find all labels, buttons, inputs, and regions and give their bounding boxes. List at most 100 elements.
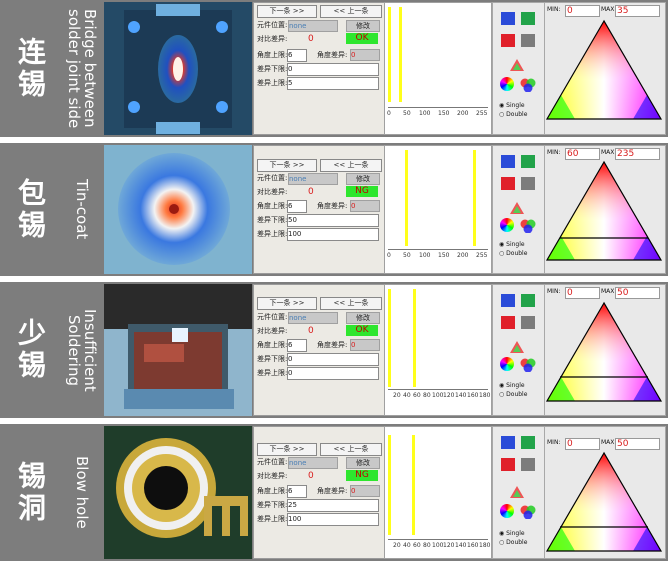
angle-upper-input[interactable]: 6 [287,49,307,62]
color-triangle-icon[interactable] [510,338,524,357]
diff-lower-slider[interactable]: 25 [287,499,379,512]
swatch-blue[interactable] [501,294,515,307]
angle-diff-label: 角度差异: [317,487,348,495]
inspection-image [104,2,252,135]
row-tin-coat: 包锡 Tin-coat 下一条 >> << 上一条 元件位置: none 修改 … [0,143,668,276]
min-input[interactable]: 60 [565,148,600,160]
diff-upper-slider[interactable]: 0 [287,367,379,380]
swatch-gray[interactable] [521,316,535,329]
color-range-panel: MIN: 0 MAX: 35 [544,2,666,135]
position-label: 元件位置: [257,174,288,182]
swatch-red[interactable] [501,458,515,471]
max-input[interactable]: 50 [615,287,660,299]
diff-upper-slider[interactable]: 5 [287,77,379,90]
histogram: 0 50 100 150 200 255 [384,2,492,135]
diff-lower-slider[interactable]: 50 [287,214,379,227]
next-button[interactable]: 下一条 >> [257,159,317,172]
swatch-green[interactable] [521,436,535,449]
label-en: Tin-coat [73,179,91,240]
label-en: Blow hole [73,456,91,529]
radio-single[interactable]: ◉ Single [499,241,525,248]
label-zh: 连锡 [14,36,47,101]
modify-button[interactable]: 修改 [346,312,380,324]
swatch-blue[interactable] [501,155,515,168]
radio-double[interactable]: ○ Double [499,250,528,257]
diff-label: 对比差异: [257,472,288,480]
radio-single[interactable]: ◉ Single [499,102,525,109]
prev-button[interactable]: << 上一条 [320,159,382,172]
color-wheel-icon[interactable] [500,504,514,518]
swatch-red[interactable] [501,316,515,329]
radio-double[interactable]: ○ Double [499,111,528,118]
max-input[interactable]: 50 [615,438,660,450]
radio-double[interactable]: ○ Double [499,539,528,546]
swatch-red[interactable] [501,34,515,47]
rgb-circles-icon[interactable] [520,218,536,237]
rgb-circles-icon[interactable] [520,504,536,523]
angle-upper-label: 角度上限: [257,202,288,210]
diff-lower-slider[interactable]: 0 [287,63,379,76]
modify-button[interactable]: 修改 [346,457,380,469]
color-wheel-icon[interactable] [500,218,514,232]
diff-upper-label: 差异上限: [257,79,288,87]
position-value: none [288,457,338,469]
angle-diff-label: 角度差异: [317,51,348,59]
diff-upper-slider[interactable]: 100 [287,513,379,526]
param-panel: 下一条 >> << 上一条 元件位置: none 修改 对比差异: 0 OK 角… [253,2,385,135]
rgb-circles-icon[interactable] [520,77,536,96]
swatch-gray[interactable] [521,177,535,190]
swatch-green[interactable] [521,12,535,25]
result-badge: OK [346,33,378,44]
color-triangle-icon[interactable] [510,199,524,218]
max-input[interactable]: 35 [615,5,660,17]
position-value: none [288,173,338,185]
min-input[interactable]: 0 [565,438,600,450]
label-en: Insufficient Soldering [65,308,99,392]
radio-single[interactable]: ◉ Single [499,382,525,389]
next-button[interactable]: 下一条 >> [257,5,317,18]
prev-button[interactable]: << 上一条 [320,5,382,18]
label-zh: 少锡 [14,318,47,382]
swatch-green[interactable] [521,155,535,168]
radio-single[interactable]: ◉ Single [499,530,525,537]
modify-button[interactable]: 修改 [346,173,380,185]
swatch-gray[interactable] [521,34,535,47]
color-wheel-icon[interactable] [500,77,514,91]
max-input[interactable]: 235 [615,148,660,160]
swatch-red[interactable] [501,177,515,190]
position-label: 元件位置: [257,313,288,321]
angle-upper-input[interactable]: 6 [287,485,307,498]
min-input[interactable]: 0 [565,5,600,17]
row-bridge: 连锡 Bridge between solder joint side 下一条 … [0,0,668,137]
color-select-panel: ◉ Single ○ Double [492,426,546,559]
color-triangle [545,301,663,402]
color-triangle [545,160,663,261]
swatch-blue[interactable] [501,436,515,449]
swatch-gray[interactable] [521,458,535,471]
row-insufficient: 少锡 Insufficient Soldering 下一条 >> << 上一条 … [0,282,668,418]
radio-double[interactable]: ○ Double [499,391,528,398]
prev-button[interactable]: << 上一条 [320,297,382,310]
angle-upper-input[interactable]: 6 [287,200,307,213]
angle-diff-value: 0 [350,485,380,497]
angle-diff-value: 0 [350,200,380,212]
diff-upper-slider[interactable]: 100 [287,228,379,241]
color-triangle [545,451,663,552]
diff-lower-label: 差异下限: [257,65,288,73]
diff-lower-slider[interactable]: 0 [287,353,379,366]
modify-button[interactable]: 修改 [346,20,380,32]
diff-lower-label: 差异下限: [257,355,288,363]
color-triangle-icon[interactable] [510,483,524,502]
next-button[interactable]: 下一条 >> [257,443,317,456]
swatch-blue[interactable] [501,12,515,25]
label-zh: 锡洞 [14,460,47,525]
angle-upper-input[interactable]: 6 [287,339,307,352]
min-input[interactable]: 0 [565,287,600,299]
color-wheel-icon[interactable] [500,357,514,371]
swatch-green[interactable] [521,294,535,307]
diff-label: 对比差异: [257,188,288,196]
color-triangle-icon[interactable] [510,56,524,75]
prev-button[interactable]: << 上一条 [320,443,382,456]
rgb-circles-icon[interactable] [520,357,536,376]
next-button[interactable]: 下一条 >> [257,297,317,310]
